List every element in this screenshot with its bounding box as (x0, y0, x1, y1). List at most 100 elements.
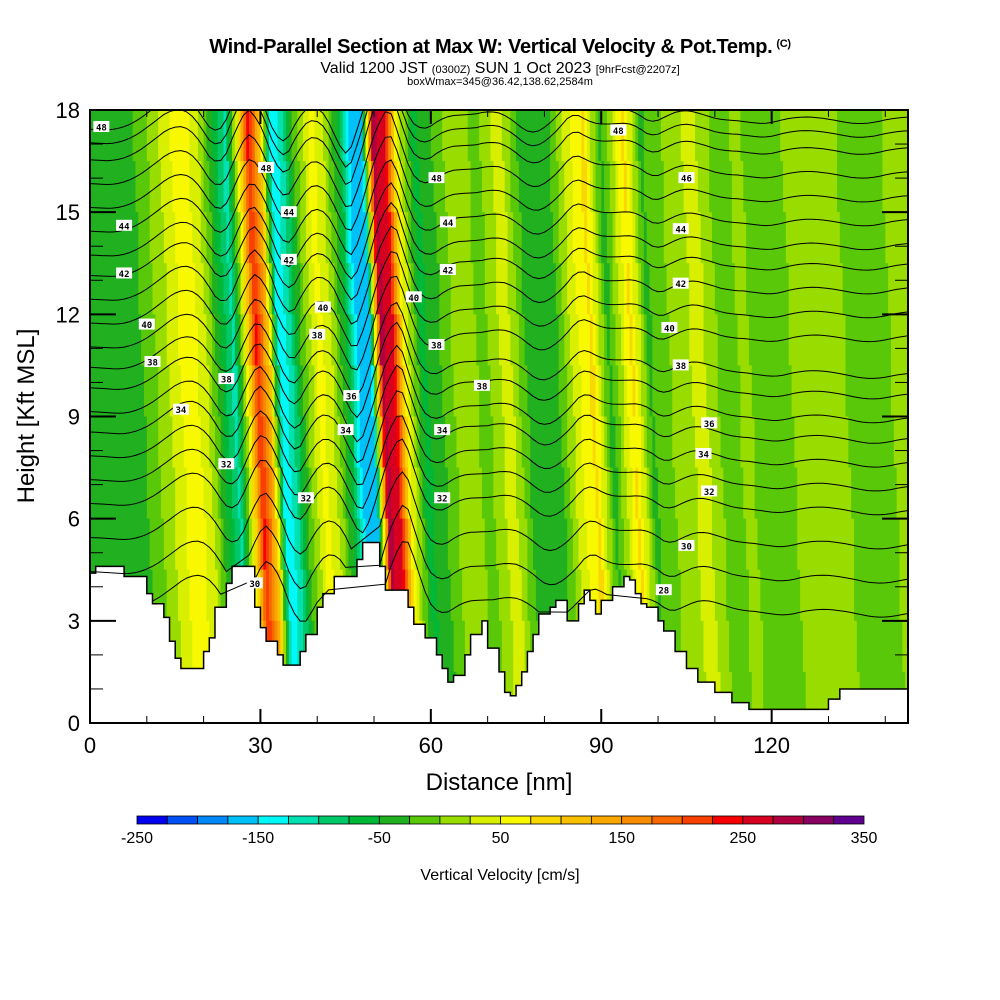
w-cell (283, 365, 287, 418)
w-cell (499, 569, 503, 622)
w-cell (689, 314, 693, 367)
w-cell (615, 212, 619, 264)
w-cell (217, 212, 222, 264)
w-cell (885, 569, 889, 622)
w-cell (851, 365, 855, 418)
w-cell (814, 467, 818, 520)
w-cell (882, 212, 886, 264)
w-cell (268, 365, 273, 418)
y-tick-label: 0 (68, 711, 80, 736)
contour-label-text: 40 (664, 324, 675, 334)
w-cell (192, 467, 196, 520)
w-cell (180, 467, 185, 520)
w-cell (371, 467, 375, 520)
w-cell (317, 263, 321, 315)
contour-label: 48 (610, 124, 627, 137)
w-cell (521, 569, 526, 622)
w-cell (533, 161, 537, 213)
w-cell (885, 263, 889, 315)
w-cell (575, 569, 580, 622)
w-cell (314, 467, 318, 520)
w-cell (214, 161, 219, 213)
w-cell (311, 314, 315, 367)
w-cell (888, 263, 892, 315)
w-cell (183, 518, 188, 571)
w-cell (419, 161, 423, 213)
w-cell (189, 620, 193, 673)
w-cell (408, 314, 412, 367)
w-cell (178, 416, 182, 469)
w-cell (456, 467, 460, 520)
w-cell (780, 110, 784, 162)
w-cell (890, 110, 895, 162)
w-cell (709, 518, 713, 571)
w-cell (748, 161, 753, 213)
w-cell (575, 212, 580, 264)
w-cell (856, 161, 861, 213)
w-cell (757, 671, 761, 723)
w-cell (677, 212, 682, 264)
w-cell (777, 212, 781, 264)
w-cell (234, 365, 239, 418)
w-cell (669, 263, 673, 315)
w-cell (351, 212, 355, 264)
w-cell (598, 416, 602, 469)
w-cell (524, 161, 529, 213)
w-cell (410, 569, 415, 622)
w-cell (197, 416, 202, 469)
colorbar-segment (288, 815, 320, 825)
w-cell (516, 365, 520, 418)
w-cell (388, 416, 392, 469)
w-cell (467, 365, 472, 418)
w-cell (249, 263, 253, 315)
w-cell (470, 416, 475, 469)
w-cell (487, 620, 492, 673)
w-cell (805, 161, 810, 213)
w-cell (797, 314, 801, 367)
w-cell (686, 569, 690, 622)
w-cell (121, 263, 125, 315)
w-cell (751, 671, 756, 723)
w-cell (805, 263, 810, 315)
w-cell (530, 467, 534, 520)
w-cell (609, 569, 614, 622)
w-cell (470, 161, 475, 213)
w-cell (890, 569, 895, 622)
w-cell (675, 110, 679, 162)
w-cell (427, 467, 432, 520)
w-cell (493, 620, 497, 673)
w-cell (385, 110, 389, 162)
w-cell (379, 212, 384, 264)
w-cell (285, 110, 290, 162)
w-cell (294, 365, 298, 418)
w-cell (271, 518, 276, 571)
w-cell (237, 314, 242, 367)
w-cell (734, 620, 739, 673)
contour-label: 38 (309, 328, 326, 341)
w-cell (888, 569, 892, 622)
w-cell (180, 518, 185, 571)
w-cell (206, 161, 210, 213)
w-cell (535, 314, 540, 367)
w-cell (783, 416, 787, 469)
w-cell (743, 212, 747, 264)
w-cell (362, 314, 367, 367)
w-cell (567, 161, 571, 213)
colorbar-segment (257, 815, 289, 825)
w-cell (518, 161, 523, 213)
w-cell (266, 467, 270, 520)
w-cell (297, 263, 301, 315)
w-cell (623, 314, 628, 367)
w-cell (692, 467, 696, 520)
w-cell (712, 263, 716, 315)
w-cell (612, 314, 617, 367)
w-cell (521, 365, 526, 418)
w-cell (575, 518, 580, 571)
w-cell (618, 110, 622, 162)
w-cell (615, 467, 619, 520)
w-cell (865, 110, 869, 162)
w-cell (402, 110, 406, 162)
w-cell (533, 467, 537, 520)
w-cell (518, 263, 523, 315)
w-cell (717, 467, 722, 520)
